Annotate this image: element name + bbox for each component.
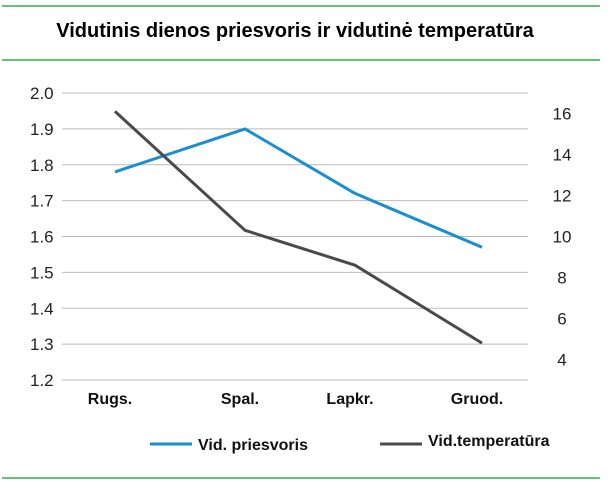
- left-tick-label: 1.5: [30, 263, 54, 282]
- right-tick-label: 14: [553, 146, 572, 165]
- series-line-priesvoris: [114, 127, 483, 249]
- chart-title: Vidutinis dienos priesvoris ir vidutinė …: [56, 20, 534, 42]
- left-axis-ticks: 2.0 1.9 1.8 1.7 1.6 1.5 1.4 1.3 1.2: [30, 84, 54, 390]
- right-tick-label: 16: [553, 105, 572, 124]
- right-tick-label: 4: [557, 351, 566, 370]
- right-tick-label: 12: [553, 187, 572, 206]
- right-tick-label: 6: [557, 310, 566, 329]
- series-line-temperatura: [113, 110, 483, 345]
- category-label: Lapkr.: [326, 391, 373, 408]
- left-tick-label: 1.8: [30, 156, 54, 175]
- left-tick-label: 1.3: [30, 335, 54, 354]
- category-label: Rugs.: [88, 391, 132, 408]
- right-axis-ticks: 16 14 12 10 8 6 4: [553, 105, 572, 370]
- legend-label-temperatura: Vid.temperatūra: [428, 433, 550, 450]
- left-tick-label: 1.2: [30, 371, 54, 390]
- left-tick-label: 1.4: [30, 299, 54, 318]
- series-group: [113, 110, 483, 345]
- left-tick-label: 1.6: [30, 228, 54, 247]
- category-label: Gruod.: [451, 391, 503, 408]
- legend: Vid. priesvoris Vid.temperatūra: [150, 433, 550, 454]
- left-tick-label: 2.0: [30, 84, 54, 103]
- right-tick-label: 8: [557, 269, 566, 288]
- left-tick-label: 1.9: [30, 120, 54, 139]
- right-tick-label: 10: [553, 228, 572, 247]
- category-labels: Rugs. Spal. Lapkr. Gruod.: [88, 391, 503, 408]
- grid: [62, 92, 528, 381]
- left-tick-label: 1.7: [30, 192, 54, 211]
- legend-label-priesvoris: Vid. priesvoris: [198, 437, 308, 454]
- category-label: Spal.: [221, 391, 259, 408]
